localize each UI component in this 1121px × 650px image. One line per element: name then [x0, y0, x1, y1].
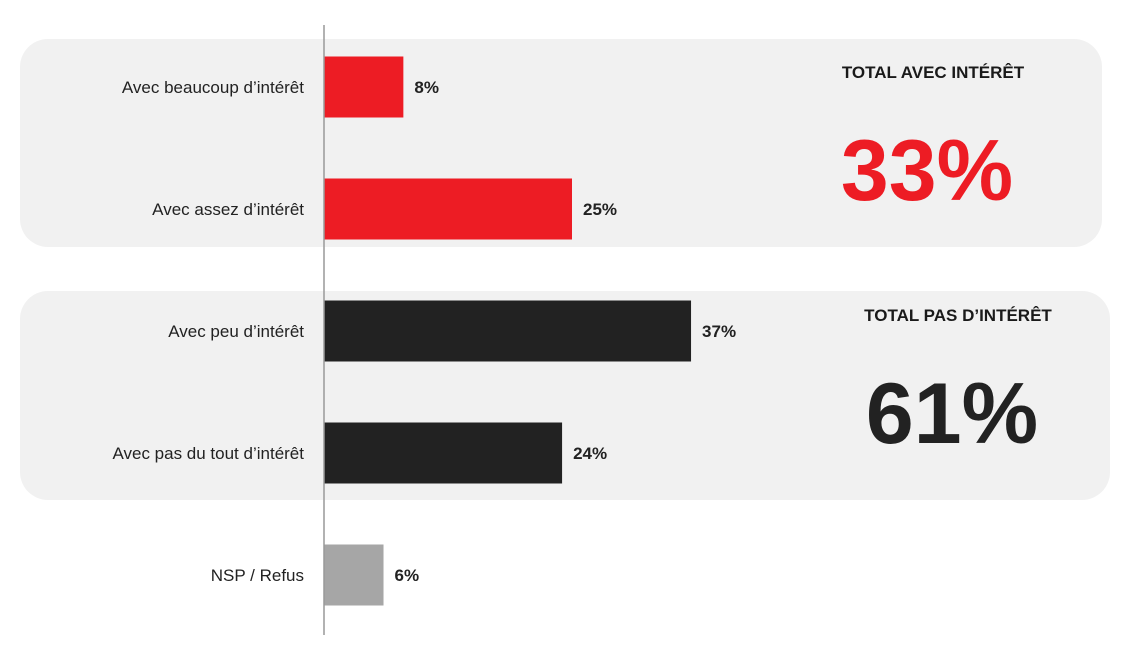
- bars-layer: [324, 56, 692, 606]
- value-label-2: 25%: [583, 200, 617, 219]
- bar-4: [324, 422, 563, 484]
- group-total-value-2: 61%: [866, 366, 1038, 462]
- bar-3: [324, 300, 692, 362]
- value-label-3: 37%: [702, 322, 736, 341]
- group-total-title-2: TOTAL PAS D’INTÉRÊT: [864, 306, 1052, 325]
- value-label-4: 24%: [573, 444, 607, 463]
- bar-5: [324, 544, 384, 606]
- category-label-3: Avec peu d’intérêt: [168, 322, 304, 341]
- value-label-1: 8%: [414, 78, 439, 97]
- category-label-1: Avec beaucoup d’intérêt: [122, 78, 304, 97]
- category-label-4: Avec pas du tout d’intérêt: [112, 444, 304, 463]
- bar-2: [324, 178, 572, 240]
- group-panel-no-interest: [20, 291, 1110, 500]
- value-label-5: 6%: [395, 566, 420, 585]
- group-panel-with-interest: [20, 39, 1102, 247]
- group-total-value-1: 33%: [841, 123, 1013, 219]
- totals-layer: TOTAL AVEC INTÉRÊT 33% TOTAL PAS D’INTÉRÊT…: [841, 63, 1053, 462]
- category-label-5: NSP / Refus: [211, 566, 304, 585]
- group-total-title-1: TOTAL AVEC INTÉRÊT: [842, 63, 1025, 82]
- category-label-2: Avec assez d’intérêt: [152, 200, 304, 219]
- labels-layer: Avec beaucoup d’intérêt 8% Avec assez d’in…: [112, 78, 736, 585]
- bar-1: [324, 56, 404, 118]
